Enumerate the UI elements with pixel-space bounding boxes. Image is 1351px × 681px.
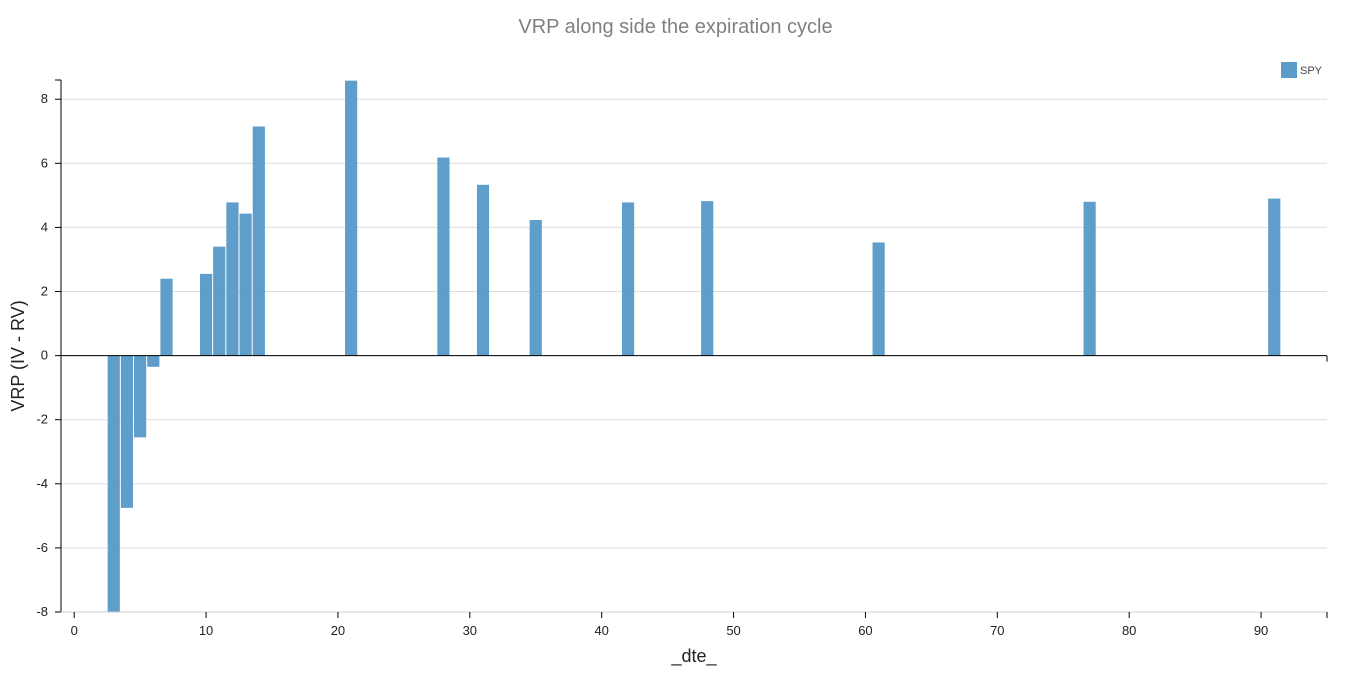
x-tick-label: 0 [71, 623, 78, 638]
bar[interactable] [199, 273, 213, 356]
y-tick-label: 0 [41, 348, 48, 363]
bar[interactable] [213, 246, 226, 356]
bar[interactable] [252, 126, 265, 356]
bars-group [107, 80, 1281, 612]
bar[interactable] [226, 202, 239, 356]
x-tick-label: 30 [463, 623, 477, 638]
legend-swatch [1281, 62, 1297, 78]
bar[interactable] [529, 220, 542, 356]
x-axis-title: _dte_ [670, 646, 717, 667]
chart-title: VRP along side the expiration cycle [518, 16, 833, 38]
bar[interactable] [701, 201, 714, 356]
y-axis-title: VRP (IV - RV) [8, 300, 28, 411]
y-tick-label: -2 [36, 412, 48, 427]
bar[interactable] [1083, 201, 1096, 356]
bar[interactable] [107, 355, 120, 612]
y-tick-label: -8 [36, 604, 48, 619]
x-tick-label: 40 [594, 623, 608, 638]
bar[interactable] [872, 242, 885, 356]
x-tick-label: 90 [1254, 623, 1268, 638]
bar[interactable] [239, 213, 252, 356]
x-tick-label: 60 [858, 623, 872, 638]
x-tick-label: 10 [199, 623, 213, 638]
bar[interactable] [437, 157, 450, 356]
bar[interactable] [160, 278, 173, 356]
x-tick-label: 20 [331, 623, 345, 638]
x-tick-label: 80 [1122, 623, 1136, 638]
bar[interactable] [476, 184, 490, 356]
bar[interactable] [621, 202, 635, 356]
bar[interactable] [1268, 198, 1281, 356]
y-tick-label: 6 [41, 155, 48, 170]
x-tick-label: 50 [726, 623, 740, 638]
legend: SPY [1281, 62, 1323, 78]
bar[interactable] [147, 355, 160, 367]
bar[interactable] [134, 355, 147, 438]
legend-label: SPY [1300, 65, 1323, 77]
y-tick-label: -4 [36, 476, 48, 491]
y-tick-label: -6 [36, 540, 48, 555]
x-tick-label: 70 [990, 623, 1004, 638]
y-tick-label: 8 [41, 91, 48, 106]
y-tick-label: 4 [41, 219, 48, 234]
bar[interactable] [345, 80, 358, 356]
bar[interactable] [120, 355, 134, 508]
y-tick-label: 2 [41, 284, 48, 299]
